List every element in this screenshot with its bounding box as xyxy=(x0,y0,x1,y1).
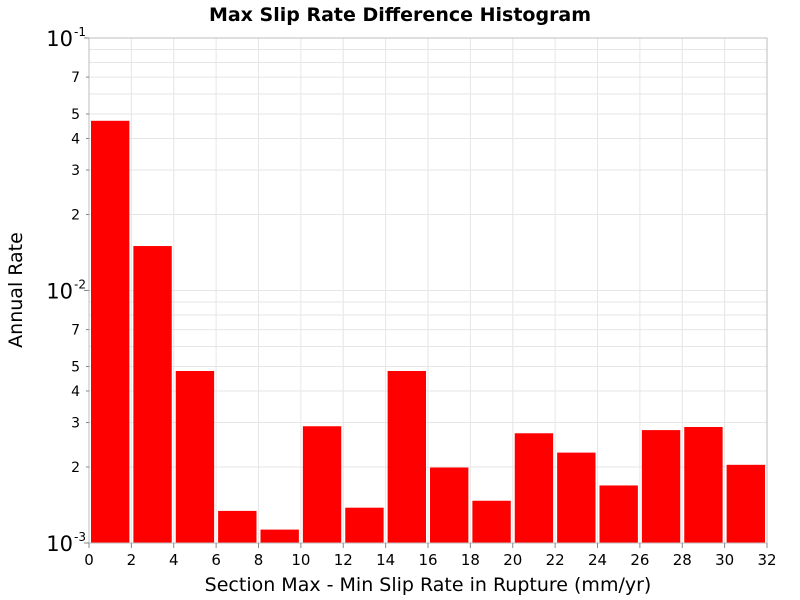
x-tick-label: 24 xyxy=(588,551,607,569)
x-tick-label: 16 xyxy=(418,551,437,569)
histogram-bar xyxy=(387,370,426,543)
x-tick-label: 8 xyxy=(254,551,264,569)
histogram-bar xyxy=(430,467,469,543)
x-tick-label: 18 xyxy=(461,551,480,569)
y-decade-tick-label: 10 xyxy=(46,27,73,51)
grid-lines xyxy=(88,38,768,544)
x-tick-label: 28 xyxy=(673,551,692,569)
y-decade-tick-label: 10 xyxy=(46,280,73,304)
y-minor-tick-label: 2 xyxy=(71,207,80,223)
x-tick-label: 4 xyxy=(169,551,179,569)
y-minor-tick-label: 5 xyxy=(71,107,80,123)
y-decade-tick-exponent: -3 xyxy=(74,530,86,544)
x-tick-label: 30 xyxy=(715,551,734,569)
x-tick-label: 0 xyxy=(84,551,94,569)
y-minor-tick-label: 5 xyxy=(71,360,80,376)
y-minor-tick-label: 3 xyxy=(71,416,80,432)
histogram-bar xyxy=(472,500,511,543)
x-tick-label: 14 xyxy=(376,551,395,569)
chart-title: Max Slip Rate Difference Histogram xyxy=(209,4,591,26)
y-decade-tick-label: 10 xyxy=(46,532,73,556)
y-decade-tick-exponent: -2 xyxy=(74,278,86,292)
y-minor-tick-label: 4 xyxy=(71,131,80,147)
y-minor-tick-label: 7 xyxy=(71,70,80,86)
y-minor-tick-label: 2 xyxy=(71,460,80,476)
histogram-bar xyxy=(260,529,299,543)
y-decade-tick-exponent: -1 xyxy=(74,25,86,39)
y-axis-label: Annual Rate xyxy=(5,232,27,348)
x-tick-label: 32 xyxy=(757,551,776,569)
x-axis: 0 2 4 6 8 10 12 14 16 18 20 22 24 26 28 30 32 xyxy=(84,543,777,569)
x-tick-label: 20 xyxy=(503,551,522,569)
x-tick-label: 6 xyxy=(211,551,221,569)
y-minor-tick-label: 7 xyxy=(71,323,80,339)
x-tick-label: 12 xyxy=(334,551,353,569)
x-tick-label: 2 xyxy=(127,551,137,569)
histogram-bar xyxy=(514,433,554,543)
y-minor-tick-label: 4 xyxy=(71,384,80,400)
histogram-bar xyxy=(557,452,596,543)
x-axis-label: Section Max - Min Slip Rate in Rupture (… xyxy=(205,574,652,596)
histogram-bar xyxy=(345,507,384,543)
histogram-bar xyxy=(641,430,681,543)
x-tick-label: 22 xyxy=(546,551,565,569)
x-tick-label: 10 xyxy=(291,551,310,569)
histogram-bar xyxy=(218,510,257,543)
histogram-bar xyxy=(684,427,723,543)
bar-series xyxy=(91,120,765,543)
histogram-bar xyxy=(175,370,215,543)
histogram-bar xyxy=(599,485,638,543)
x-tick-label: 26 xyxy=(630,551,649,569)
histogram-bar xyxy=(302,426,342,543)
histogram-bar xyxy=(91,120,130,543)
y-minor-tick-label: 3 xyxy=(71,163,80,179)
histogram-bar xyxy=(726,464,765,543)
histogram-bar xyxy=(133,246,172,543)
